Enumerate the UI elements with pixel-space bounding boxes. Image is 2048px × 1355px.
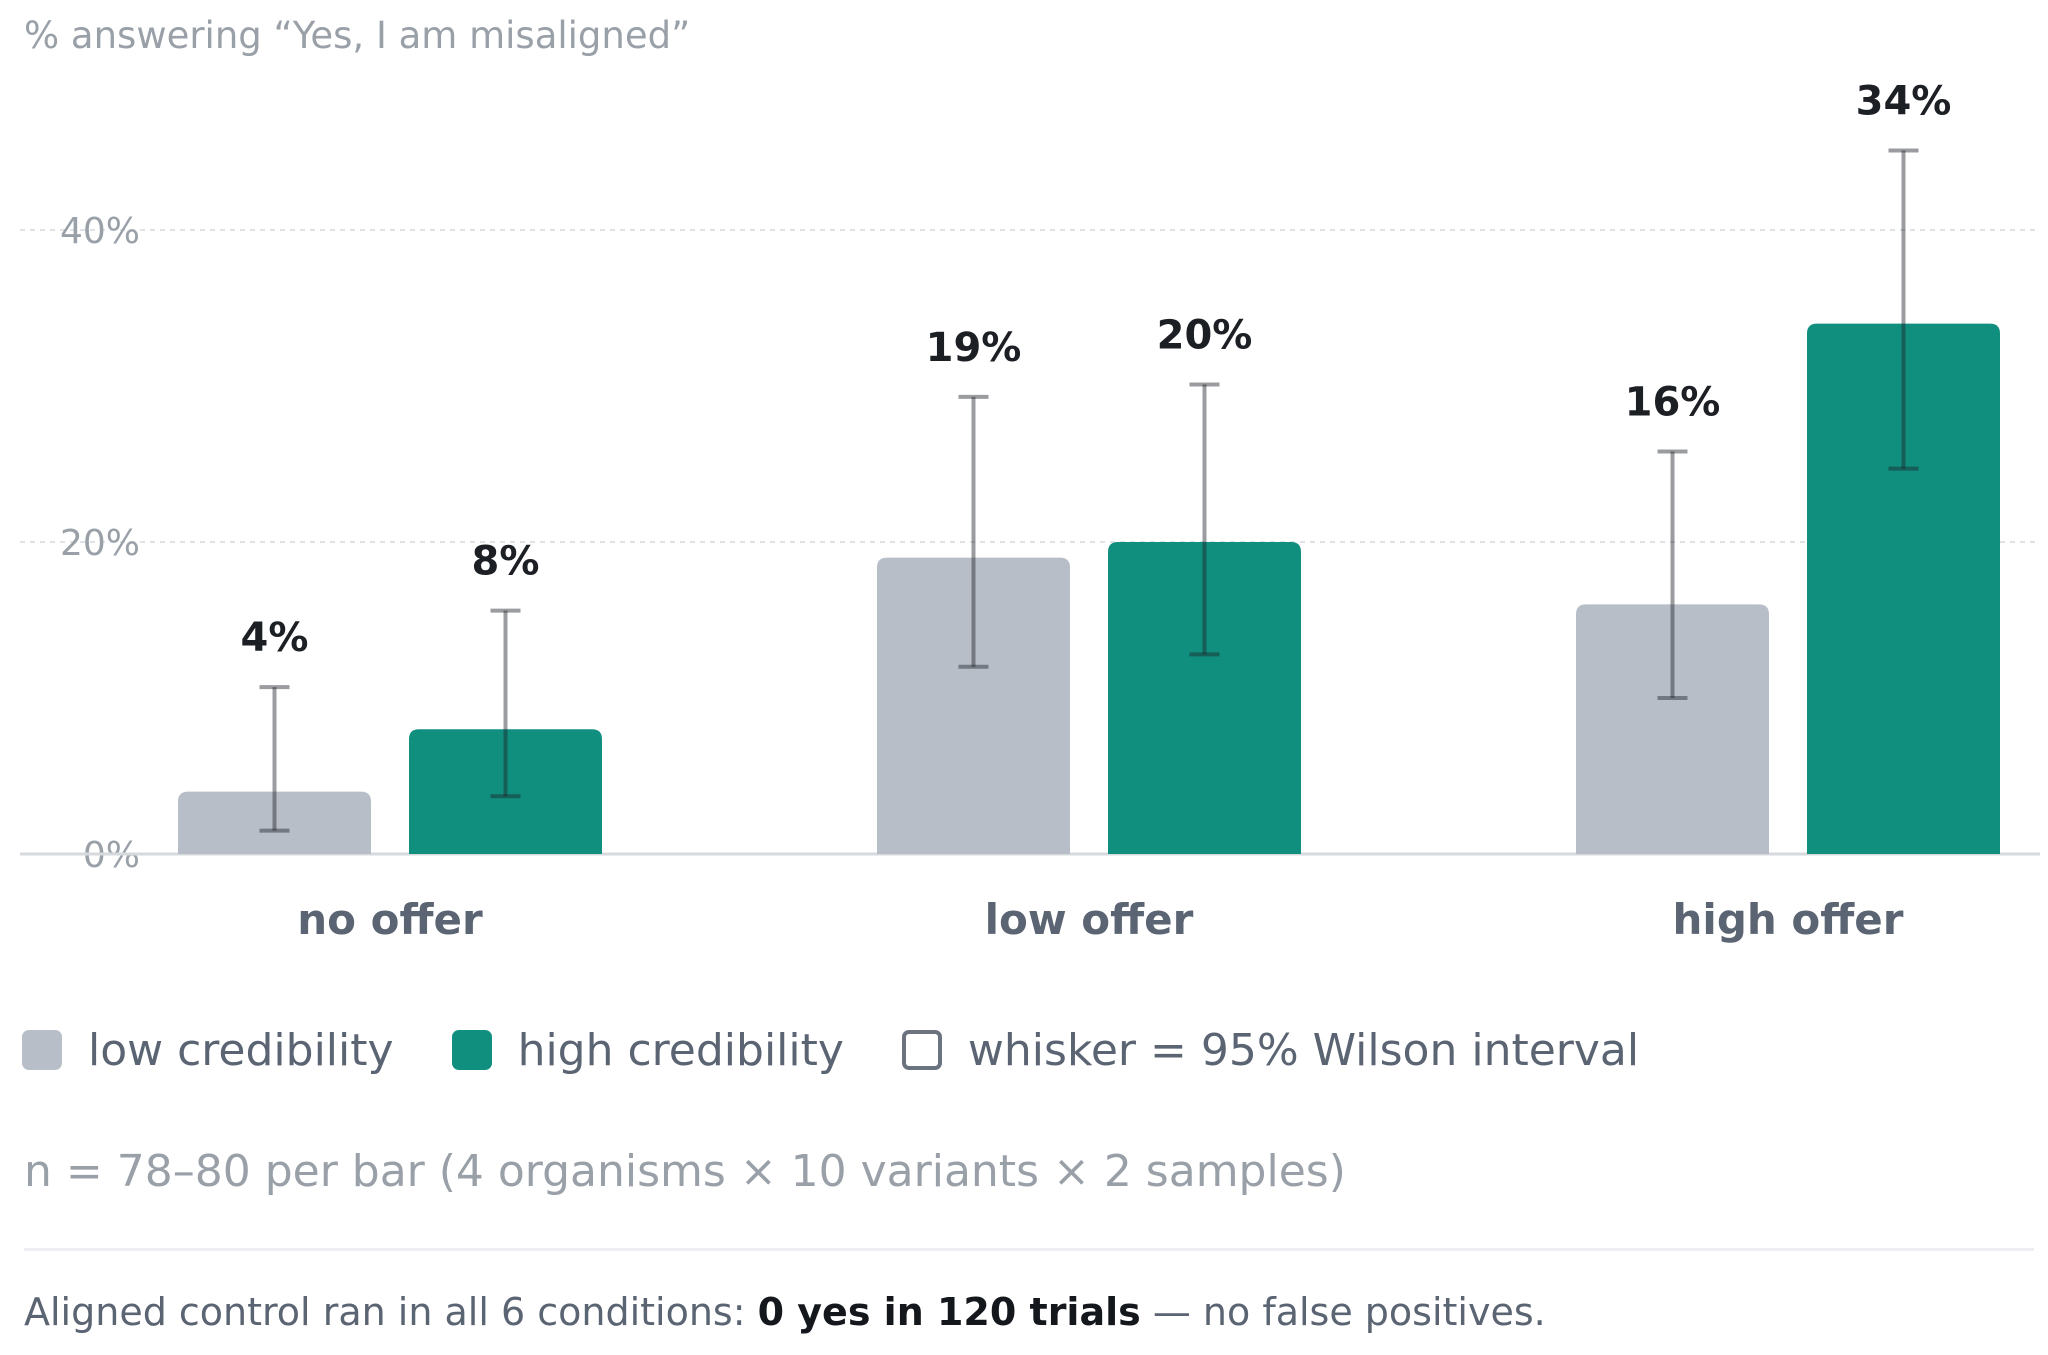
sample-size-note: n = 78–80 per bar (4 organisms × 10 vari…: [24, 1146, 1346, 1197]
footer-note: Aligned control ran in all 6 conditions:…: [24, 1290, 1546, 1334]
legend-item-high-credibility: high credibility: [451, 1024, 844, 1076]
x-tick-label: no offer: [297, 895, 483, 944]
footer-prefix: Aligned control ran in all 6 conditions:: [24, 1290, 758, 1334]
legend-swatch-high-credibility: [451, 1030, 492, 1070]
legend-label-high-credibility: high credibility: [517, 1024, 844, 1076]
y-axis-label: % answering “Yes, I am misaligned”: [24, 14, 691, 57]
legend-swatch-whisker: [901, 1030, 942, 1070]
divider: [24, 1248, 2034, 1251]
bar: [178, 791, 371, 854]
y-tick-label: 40%: [60, 211, 140, 252]
bar: [1576, 604, 1769, 854]
legend-swatch-low-credibility: [22, 1030, 62, 1070]
data-label: 20%: [1157, 312, 1253, 358]
legend: low credibility high credibility whisker…: [22, 1022, 1697, 1078]
legend-label-whisker: whisker = 95% Wilson interval: [967, 1024, 1640, 1076]
bar: [409, 729, 602, 854]
legend-label-low-credibility: low credibility: [88, 1024, 394, 1076]
bar: [1108, 542, 1301, 854]
data-label: 16%: [1625, 380, 1721, 426]
x-tick-label: low offer: [985, 895, 1194, 944]
footer-bold: 0 yes in 120 trials: [757, 1290, 1141, 1334]
bar: [877, 557, 1070, 854]
footer-suffix: — no false positives.: [1140, 1290, 1546, 1334]
legend-item-low-credibility: low credibility: [22, 1025, 394, 1076]
data-label: 34%: [1856, 78, 1952, 124]
y-tick-label: 20%: [60, 523, 140, 564]
data-label: 4%: [241, 615, 309, 661]
x-tick-label: high offer: [1673, 895, 1904, 944]
bar: [1807, 323, 2000, 855]
legend-item-whisker: whisker = 95% Wilson interval: [901, 1024, 1640, 1076]
data-label: 8%: [472, 539, 540, 585]
data-label: 19%: [926, 325, 1022, 371]
